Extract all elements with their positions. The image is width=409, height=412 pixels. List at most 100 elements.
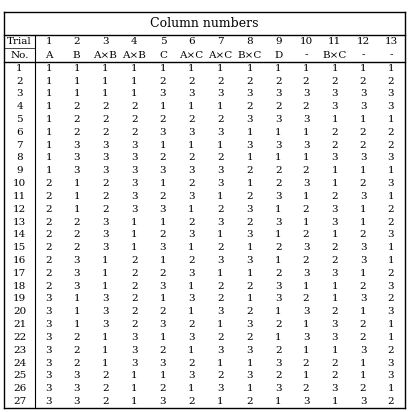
Text: 2: 2 bbox=[388, 77, 394, 86]
Text: 1: 1 bbox=[275, 397, 281, 406]
Text: 3: 3 bbox=[45, 384, 52, 393]
Text: 23: 23 bbox=[13, 346, 26, 355]
Text: 3: 3 bbox=[360, 256, 366, 265]
Text: 3: 3 bbox=[188, 128, 195, 137]
Text: 3: 3 bbox=[102, 166, 108, 175]
Text: 1: 1 bbox=[217, 102, 224, 111]
Text: 2: 2 bbox=[388, 269, 394, 278]
Text: 2: 2 bbox=[16, 77, 23, 86]
Text: 3: 3 bbox=[303, 269, 310, 278]
Text: 2: 2 bbox=[45, 256, 52, 265]
Text: 6: 6 bbox=[188, 37, 195, 46]
Text: 1: 1 bbox=[102, 358, 108, 368]
Text: 3: 3 bbox=[188, 230, 195, 239]
Text: 2: 2 bbox=[74, 230, 80, 239]
Text: 2: 2 bbox=[160, 307, 166, 316]
Text: 3: 3 bbox=[303, 115, 310, 124]
Text: 1: 1 bbox=[160, 295, 166, 303]
Text: 2: 2 bbox=[217, 295, 224, 303]
Text: 1: 1 bbox=[303, 192, 310, 201]
Text: 3: 3 bbox=[160, 282, 166, 290]
Text: 3: 3 bbox=[131, 140, 138, 150]
Text: 2: 2 bbox=[102, 102, 108, 111]
Text: 1: 1 bbox=[360, 307, 366, 316]
Text: 1: 1 bbox=[74, 89, 80, 98]
Text: 3: 3 bbox=[45, 295, 52, 303]
Text: 27: 27 bbox=[13, 397, 26, 406]
Text: 1: 1 bbox=[188, 346, 195, 355]
Text: 3: 3 bbox=[331, 102, 338, 111]
Text: 2: 2 bbox=[217, 371, 224, 380]
Text: 3: 3 bbox=[275, 282, 281, 290]
Text: 1: 1 bbox=[160, 102, 166, 111]
Text: 3: 3 bbox=[331, 205, 338, 214]
Text: 3: 3 bbox=[217, 256, 224, 265]
Text: 2: 2 bbox=[275, 269, 281, 278]
Text: 1: 1 bbox=[217, 230, 224, 239]
Text: 3: 3 bbox=[331, 218, 338, 227]
Text: 1: 1 bbox=[102, 269, 108, 278]
Text: 1: 1 bbox=[45, 64, 52, 73]
Text: 3: 3 bbox=[160, 243, 166, 252]
Text: 3: 3 bbox=[331, 269, 338, 278]
Text: 1: 1 bbox=[303, 218, 310, 227]
Text: 2: 2 bbox=[275, 371, 281, 380]
Text: 3: 3 bbox=[102, 320, 108, 329]
Text: 3: 3 bbox=[102, 230, 108, 239]
Text: 2: 2 bbox=[74, 37, 80, 46]
Text: 2: 2 bbox=[102, 371, 108, 380]
Text: 2: 2 bbox=[74, 218, 80, 227]
Text: 1: 1 bbox=[331, 179, 338, 188]
Text: 3: 3 bbox=[275, 218, 281, 227]
Text: 3: 3 bbox=[360, 295, 366, 303]
Text: 3: 3 bbox=[217, 307, 224, 316]
Text: 3: 3 bbox=[388, 153, 394, 162]
Text: 1: 1 bbox=[45, 77, 52, 86]
Text: 1: 1 bbox=[246, 153, 253, 162]
Text: B: B bbox=[73, 51, 81, 60]
Text: 1: 1 bbox=[331, 166, 338, 175]
Text: 2: 2 bbox=[102, 128, 108, 137]
Text: 21: 21 bbox=[13, 320, 26, 329]
Text: 2: 2 bbox=[303, 166, 310, 175]
Text: 1: 1 bbox=[331, 346, 338, 355]
Text: 1: 1 bbox=[303, 128, 310, 137]
Text: 15: 15 bbox=[13, 243, 26, 252]
Text: 1: 1 bbox=[45, 37, 52, 46]
Text: 3: 3 bbox=[45, 346, 52, 355]
Text: 2: 2 bbox=[160, 384, 166, 393]
Text: 1: 1 bbox=[131, 218, 138, 227]
Text: 3: 3 bbox=[131, 179, 138, 188]
Text: 14: 14 bbox=[13, 230, 26, 239]
Text: 2: 2 bbox=[331, 256, 338, 265]
Text: 3: 3 bbox=[74, 140, 80, 150]
Text: 4: 4 bbox=[16, 102, 23, 111]
Text: 3: 3 bbox=[74, 397, 80, 406]
Text: 3: 3 bbox=[275, 115, 281, 124]
Text: 1: 1 bbox=[45, 102, 52, 111]
Text: 2: 2 bbox=[246, 333, 253, 342]
Text: 3: 3 bbox=[246, 320, 253, 329]
Text: 1: 1 bbox=[217, 192, 224, 201]
Text: 1: 1 bbox=[102, 282, 108, 290]
Text: 2: 2 bbox=[360, 77, 366, 86]
Text: 2: 2 bbox=[160, 192, 166, 201]
Text: 2: 2 bbox=[217, 153, 224, 162]
Text: 1: 1 bbox=[102, 77, 108, 86]
Text: 3: 3 bbox=[246, 140, 253, 150]
Text: 2: 2 bbox=[388, 128, 394, 137]
Text: 3: 3 bbox=[388, 307, 394, 316]
Text: A: A bbox=[45, 51, 53, 60]
Text: 1: 1 bbox=[74, 205, 80, 214]
Text: 2: 2 bbox=[275, 243, 281, 252]
Text: 1: 1 bbox=[102, 346, 108, 355]
Text: 1: 1 bbox=[217, 140, 224, 150]
Text: 2: 2 bbox=[360, 384, 366, 393]
Text: 2: 2 bbox=[188, 358, 195, 368]
Text: A×C: A×C bbox=[179, 51, 204, 60]
Text: 1: 1 bbox=[188, 64, 195, 73]
Text: 1: 1 bbox=[160, 333, 166, 342]
Text: 1: 1 bbox=[275, 153, 281, 162]
Text: 2: 2 bbox=[160, 115, 166, 124]
Text: 2: 2 bbox=[303, 77, 310, 86]
